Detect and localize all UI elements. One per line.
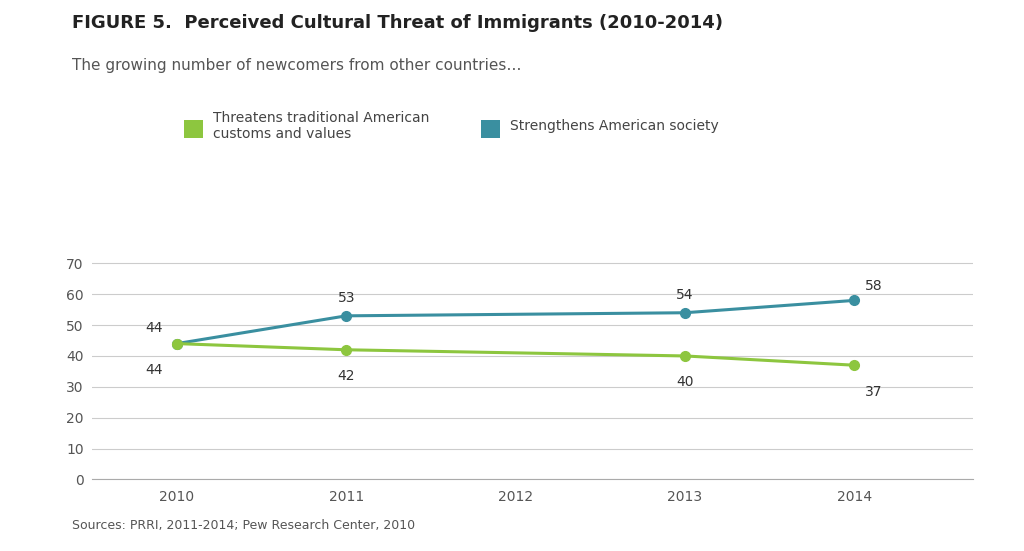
Text: 40: 40 bbox=[676, 375, 693, 390]
Text: 42: 42 bbox=[338, 369, 355, 383]
Text: Threatens traditional American
customs and values: Threatens traditional American customs a… bbox=[213, 111, 429, 141]
Text: The growing number of newcomers from other countries…: The growing number of newcomers from oth… bbox=[72, 58, 521, 73]
Text: 37: 37 bbox=[865, 385, 883, 398]
Text: FIGURE 5.  Perceived Cultural Threat of Immigrants (2010-2014): FIGURE 5. Perceived Cultural Threat of I… bbox=[72, 14, 723, 32]
Text: 44: 44 bbox=[145, 363, 163, 377]
Text: 44: 44 bbox=[145, 321, 163, 335]
Text: Strengthens American society: Strengthens American society bbox=[510, 119, 719, 133]
Text: Sources: PRRI, 2011-2014; Pew Research Center, 2010: Sources: PRRI, 2011-2014; Pew Research C… bbox=[72, 518, 415, 532]
Text: 58: 58 bbox=[865, 279, 883, 294]
Text: 54: 54 bbox=[676, 288, 693, 301]
Text: 53: 53 bbox=[338, 291, 355, 305]
